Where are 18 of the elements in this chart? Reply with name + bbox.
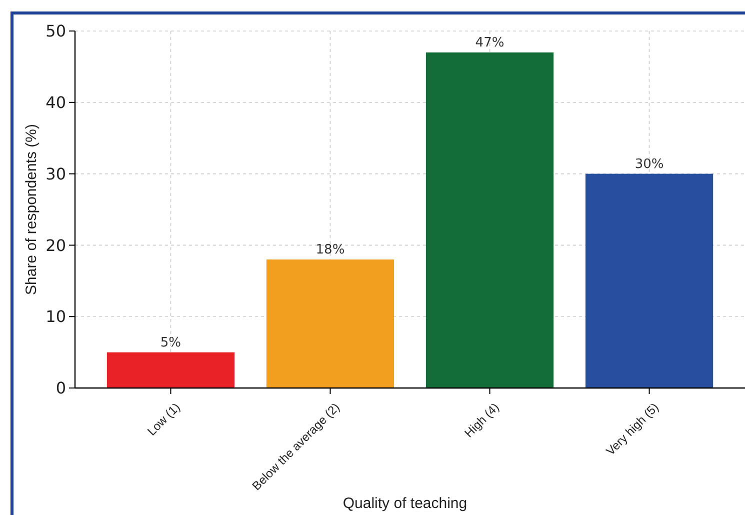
y-tick-label: 40: [46, 93, 66, 112]
y-tick-label: 50: [46, 22, 66, 41]
y-axis-title: Share of respondents (%): [23, 124, 40, 295]
y-tick-label: 10: [46, 307, 66, 326]
bar: [585, 174, 714, 388]
data-label: 47%: [475, 35, 504, 50]
y-tick-label: 20: [46, 236, 66, 255]
x-axis-title: Quality of teaching: [342, 495, 468, 512]
bar: [106, 352, 235, 388]
data-label: 18%: [316, 242, 345, 258]
data-label: 5%: [160, 335, 182, 350]
bar: [426, 52, 554, 388]
y-tick-label: 30: [46, 164, 66, 184]
y-tick-label: 0: [56, 378, 66, 398]
x-tick-label: Low (1): [144, 400, 183, 438]
x-tick-label: Very high (5): [603, 400, 662, 458]
data-label: 30%: [634, 156, 664, 172]
bar: [266, 259, 394, 388]
